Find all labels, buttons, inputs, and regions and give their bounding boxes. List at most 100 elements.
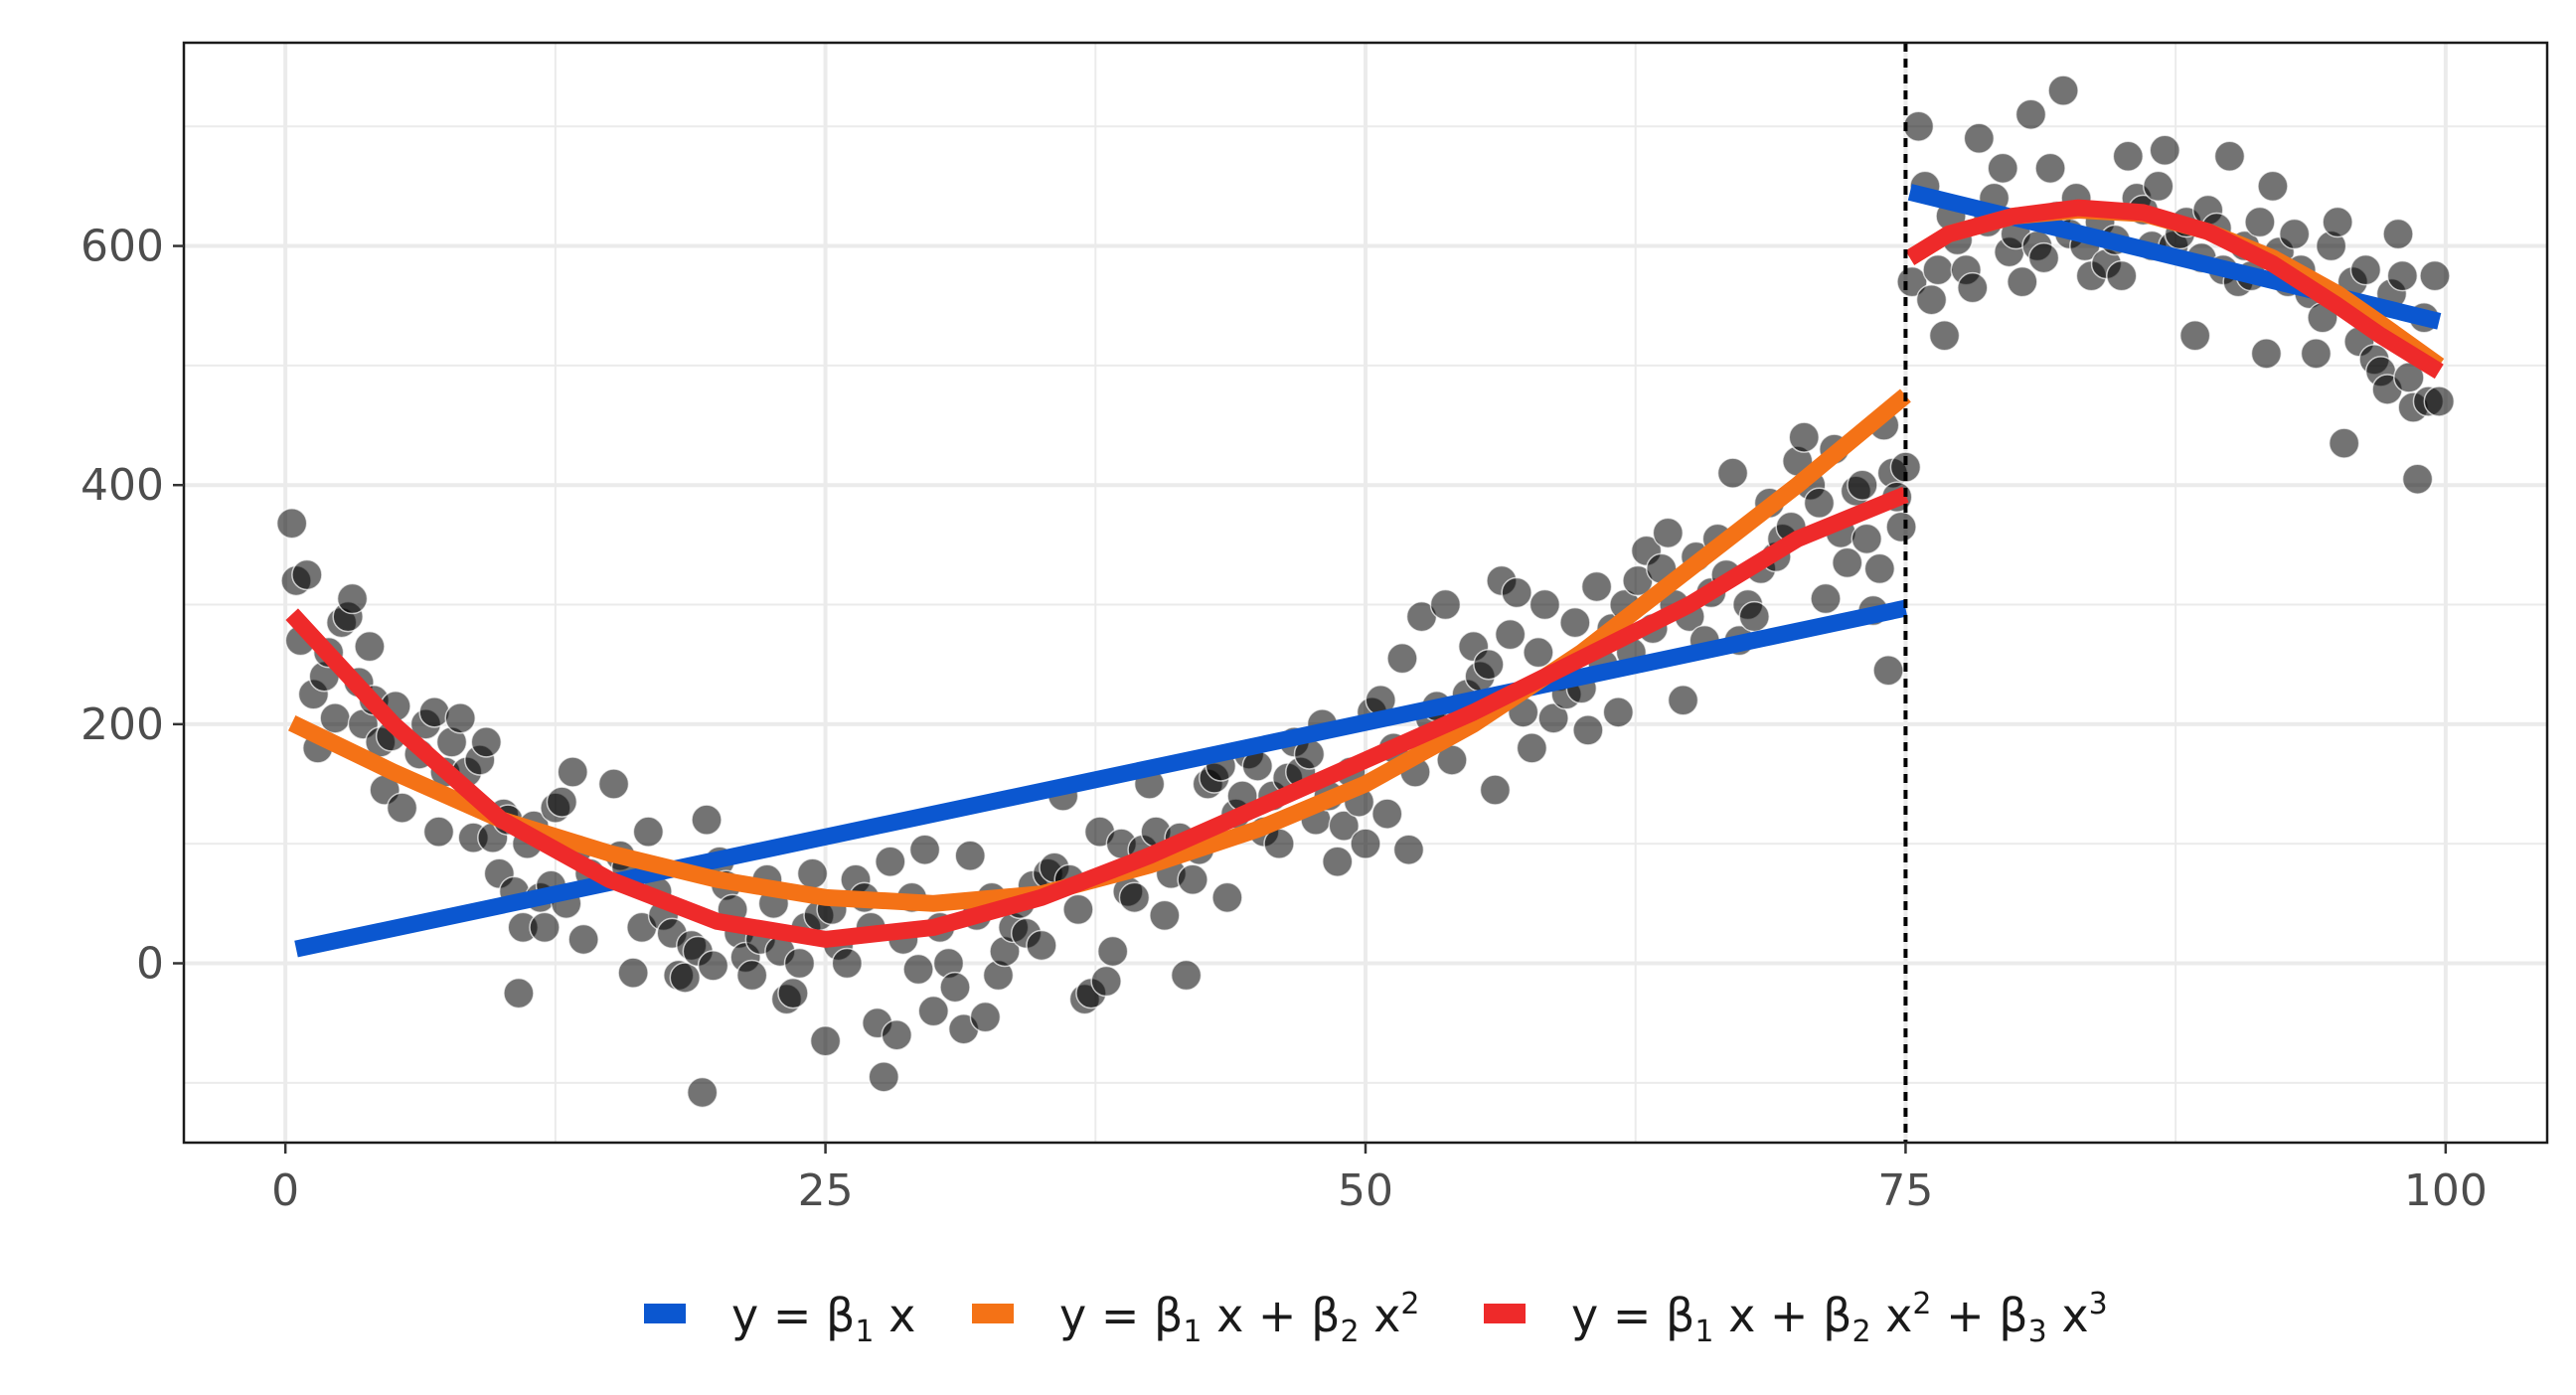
data-point (1516, 732, 1548, 764)
data-point (2401, 463, 2434, 495)
data-point (1915, 283, 1948, 316)
legend-swatch-linear (644, 1304, 686, 1323)
data-point (291, 558, 323, 591)
data-point (1928, 320, 1961, 352)
cubic-fit-line (285, 486, 1909, 948)
legend-label-quadratic: y = β1 x + β2 x2 (1059, 1287, 1420, 1349)
legend-item-cubic: y = β1 x + β2 x2 + β3 x3 (1484, 1287, 2108, 1349)
data-point (503, 977, 535, 1009)
data-point (2300, 338, 2333, 370)
legend-item-quadratic: y = β1 x + β2 x2 (972, 1287, 1420, 1349)
data-point (2419, 259, 2451, 292)
data-point (319, 702, 351, 734)
data-point (2349, 253, 2382, 286)
data-point (868, 1061, 900, 1093)
data-point (275, 507, 308, 540)
data-point (1350, 828, 1381, 859)
y-tick-label: 600 (80, 222, 164, 272)
data-point (2178, 320, 2211, 352)
data-point (1847, 469, 1878, 501)
data-point (2106, 259, 2138, 292)
data-point (422, 816, 455, 848)
data-point (1501, 576, 1532, 609)
data-point (1321, 846, 1354, 877)
data-point (691, 804, 723, 836)
data-point (1922, 253, 1954, 286)
data-point (1738, 600, 1771, 633)
data-point (1572, 714, 1604, 746)
data-point (1026, 929, 1057, 962)
data-point (1494, 618, 1527, 651)
data-point (418, 697, 450, 728)
linear-fit-line (294, 599, 1908, 958)
data-point (1370, 798, 1403, 830)
data-point (1529, 588, 1561, 621)
data-point (386, 792, 418, 824)
legend-label-cubic: y = β1 x + β2 x2 + β3 x3 (1571, 1287, 2108, 1349)
data-point (2386, 259, 2419, 292)
x-tick-label: 0 (271, 1165, 299, 1216)
data-point (875, 846, 906, 877)
legend-swatch-quadratic (972, 1304, 1014, 1323)
data-point (1177, 863, 1208, 896)
fit-lines (285, 184, 2445, 958)
data-point (617, 957, 649, 989)
data-point (2047, 75, 2079, 106)
data-point (1090, 965, 1122, 998)
data-point (1889, 451, 1922, 483)
data-point (2027, 241, 2060, 274)
data-point (1851, 523, 1883, 555)
data-point (669, 962, 702, 994)
data-point (1963, 122, 1996, 155)
cubic-fit-line (1905, 199, 2444, 380)
data-point (1987, 152, 2018, 185)
data-point (1831, 546, 1863, 579)
data-point (444, 702, 476, 734)
data-point (735, 959, 768, 992)
x-tick-label: 75 (1877, 1165, 1933, 1216)
y-tick-label: 400 (80, 460, 164, 511)
data-point (1957, 271, 1989, 304)
legend-swatch-cubic (1484, 1304, 1526, 1323)
data-point (2322, 206, 2353, 238)
data-point (597, 768, 630, 800)
data-point (831, 947, 864, 980)
legend-item-linear: y = β1 x (644, 1289, 915, 1349)
data-point (546, 786, 578, 818)
data-point (567, 923, 599, 956)
data-point (1559, 606, 1591, 639)
data-point (954, 840, 986, 871)
data-point (470, 726, 503, 758)
data-point (939, 971, 971, 1004)
x-tick-label: 25 (798, 1165, 854, 1216)
data-point (336, 582, 369, 615)
data-point (1062, 893, 1094, 926)
data-point (1170, 959, 1203, 992)
data-point (1716, 457, 1749, 489)
data-point (783, 947, 816, 980)
data-point (1602, 697, 1635, 728)
y-tick-label: 200 (80, 699, 164, 750)
data-point (2034, 152, 2066, 185)
x-tick-label: 50 (1338, 1165, 1393, 1216)
data-point (1096, 935, 1129, 968)
data-point (2112, 140, 2145, 173)
data-point (1386, 642, 1418, 675)
data-point (1473, 648, 1505, 681)
data-point (1211, 881, 1243, 914)
data-point (1537, 702, 1569, 734)
data-point (2328, 427, 2360, 459)
data-point (1803, 487, 1836, 520)
data-point (796, 857, 829, 890)
data-point (1652, 517, 1685, 549)
data-point (1118, 881, 1151, 914)
data-point (1902, 110, 1935, 142)
data-point (1328, 810, 1361, 842)
data-point (1429, 588, 1462, 621)
y-tick-label: 0 (136, 939, 164, 990)
legend-label-linear: y = β1 x (731, 1289, 915, 1349)
data-point (1523, 636, 1554, 669)
data-point (2250, 338, 2283, 370)
data-point (777, 977, 809, 1009)
